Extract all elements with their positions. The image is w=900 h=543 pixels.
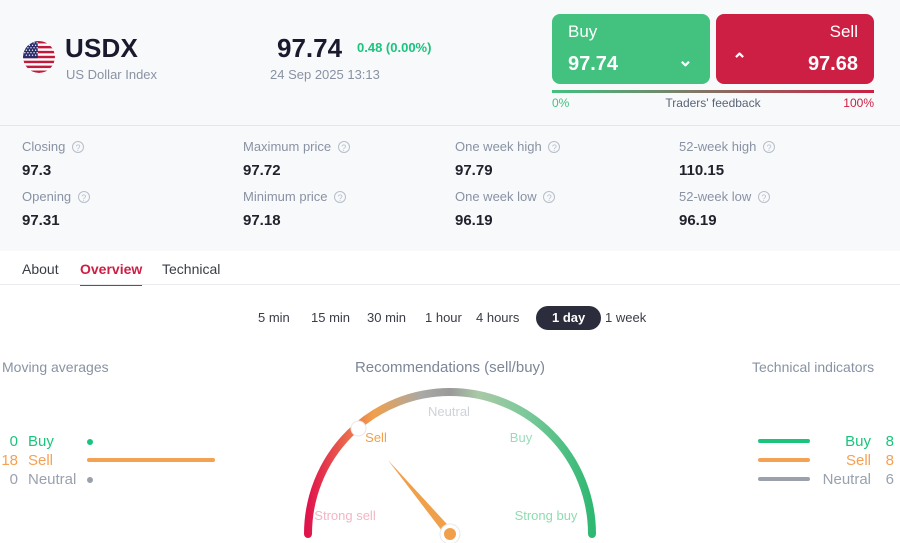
- svg-text:Strong buy: Strong buy: [515, 508, 578, 523]
- svg-text:Buy: Buy: [510, 430, 533, 445]
- svg-text:Sell: Sell: [365, 430, 387, 445]
- svg-text:Neutral: Neutral: [428, 404, 470, 419]
- svg-text:Strong sell: Strong sell: [314, 508, 376, 523]
